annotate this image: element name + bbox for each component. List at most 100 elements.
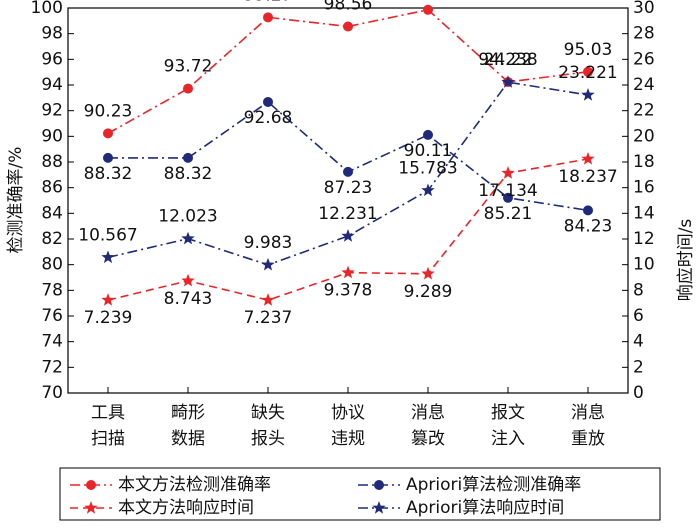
value-label: 95.03 — [564, 40, 613, 60]
value-label: 93.72 — [164, 57, 213, 77]
x-tick-label: 缺失 — [251, 403, 285, 423]
value-label: 9.983 — [244, 233, 293, 253]
value-label: 8.743 — [164, 289, 213, 309]
value-label: 99.27 — [244, 0, 293, 5]
x-tick-label: 扫描 — [91, 429, 125, 449]
value-label: 94.238 — [478, 50, 537, 70]
plot-frame — [67, 7, 629, 394]
value-label: 12.023 — [158, 207, 217, 227]
circle-marker — [423, 4, 433, 15]
y2-tick-label: 6 — [633, 306, 644, 326]
star-marker — [501, 75, 515, 88]
value-label: 98.56 — [324, 0, 373, 14]
y-tick-label: 78 — [41, 280, 63, 300]
y-tick-label: 72 — [41, 357, 63, 377]
y-tick-label: 94 — [41, 75, 63, 95]
x-tick-label: 消息 — [571, 403, 605, 423]
x-tick-label: 工具 — [91, 403, 125, 423]
legend-label: 本文方法响应时间 — [118, 498, 254, 518]
circle-marker — [343, 166, 353, 177]
y-tick-label: 86 — [41, 178, 63, 198]
value-label: 23.221 — [558, 63, 617, 83]
value-label: 88.32 — [164, 164, 213, 184]
y2-axis-label: 响应时间/s — [676, 219, 696, 302]
value-label: 17.134 — [478, 181, 537, 201]
x-tick-label: 重放 — [571, 429, 605, 449]
y-tick-label: 76 — [41, 306, 63, 326]
value-label: 24.22 — [484, 50, 533, 70]
star-marker — [501, 166, 515, 179]
circle-marker — [503, 192, 513, 203]
y2-tick-label: 28 — [633, 24, 655, 44]
y2-tick-label: 24 — [633, 75, 655, 95]
value-label: 7.237 — [244, 308, 293, 328]
y2-tick-label: 0 — [633, 383, 644, 403]
y-tick-label: 74 — [41, 332, 63, 352]
y2-tick-label: 2 — [633, 357, 644, 377]
x-tick-label: 报头 — [251, 429, 285, 449]
star-marker — [181, 231, 195, 245]
legend-label: 本文方法检测准确率 — [118, 475, 271, 495]
circle-marker — [343, 21, 353, 32]
value-label: 84.23 — [564, 216, 613, 236]
y2-tick-label: 8 — [633, 280, 644, 300]
star-marker — [341, 265, 355, 279]
star-marker — [421, 266, 435, 280]
circle-marker — [583, 66, 593, 77]
x-tick-label: 篡改 — [411, 428, 445, 449]
y2-tick-label: 16 — [633, 178, 655, 198]
y-tick-label: 92 — [41, 101, 63, 121]
y-tick-label: 100 — [31, 0, 63, 18]
star-marker — [261, 293, 275, 306]
value-label: 87.23 — [324, 178, 373, 198]
legend-marker — [374, 480, 384, 490]
y2-tick-label: 18 — [633, 152, 655, 172]
y2-tick-label: 12 — [633, 229, 655, 249]
y-tick-label: 70 — [41, 383, 63, 403]
y-tick-label: 84 — [41, 203, 63, 223]
value-label: 88.32 — [84, 164, 133, 184]
star-marker — [581, 88, 595, 101]
circle-marker — [103, 152, 113, 163]
legend-label: Apriori算法响应时间 — [406, 498, 564, 518]
value-label: 15.783 — [398, 158, 457, 178]
y2-tick-label: 10 — [633, 255, 655, 275]
circle-marker — [263, 12, 273, 23]
y-tick-label: 80 — [41, 255, 63, 275]
circle-marker — [423, 129, 433, 140]
star-marker — [341, 229, 355, 242]
legend-marker — [372, 501, 386, 514]
y2-tick-label: 22 — [633, 101, 655, 121]
star-marker — [421, 183, 435, 197]
value-label: 90.23 — [84, 101, 133, 121]
legend-marker — [84, 501, 98, 514]
star-marker — [101, 293, 115, 306]
value-label: 7.239 — [84, 308, 133, 328]
legend-label: Apriori算法检测准确率 — [406, 475, 581, 495]
x-tick-label: 注入 — [491, 429, 525, 449]
circle-marker — [103, 128, 113, 139]
value-label: 92.68 — [244, 108, 293, 128]
legend-frame — [59, 467, 661, 521]
star-marker — [581, 152, 595, 165]
y-tick-label: 82 — [41, 229, 63, 249]
value-label: 9.378 — [324, 281, 373, 301]
x-tick-label: 协议 — [331, 403, 365, 423]
star-marker — [261, 257, 275, 271]
value-label: 9.289 — [404, 282, 453, 302]
circle-marker — [263, 96, 273, 107]
y2-tick-label: 14 — [633, 203, 655, 223]
y-tick-label: 90 — [41, 126, 63, 146]
y2-tick-label: 4 — [633, 332, 644, 352]
x-tick-label: 违规 — [331, 429, 365, 449]
x-tick-label: 报文 — [491, 403, 525, 423]
value-label: 12.231 — [318, 204, 377, 224]
y-tick-label: 96 — [41, 49, 63, 69]
circle-marker — [183, 152, 193, 163]
x-tick-label: 畸形 — [171, 403, 205, 423]
star-marker — [101, 250, 115, 264]
value-label: 10.567 — [78, 225, 137, 245]
legend-marker — [86, 480, 96, 490]
y-tick-label: 88 — [41, 152, 63, 172]
